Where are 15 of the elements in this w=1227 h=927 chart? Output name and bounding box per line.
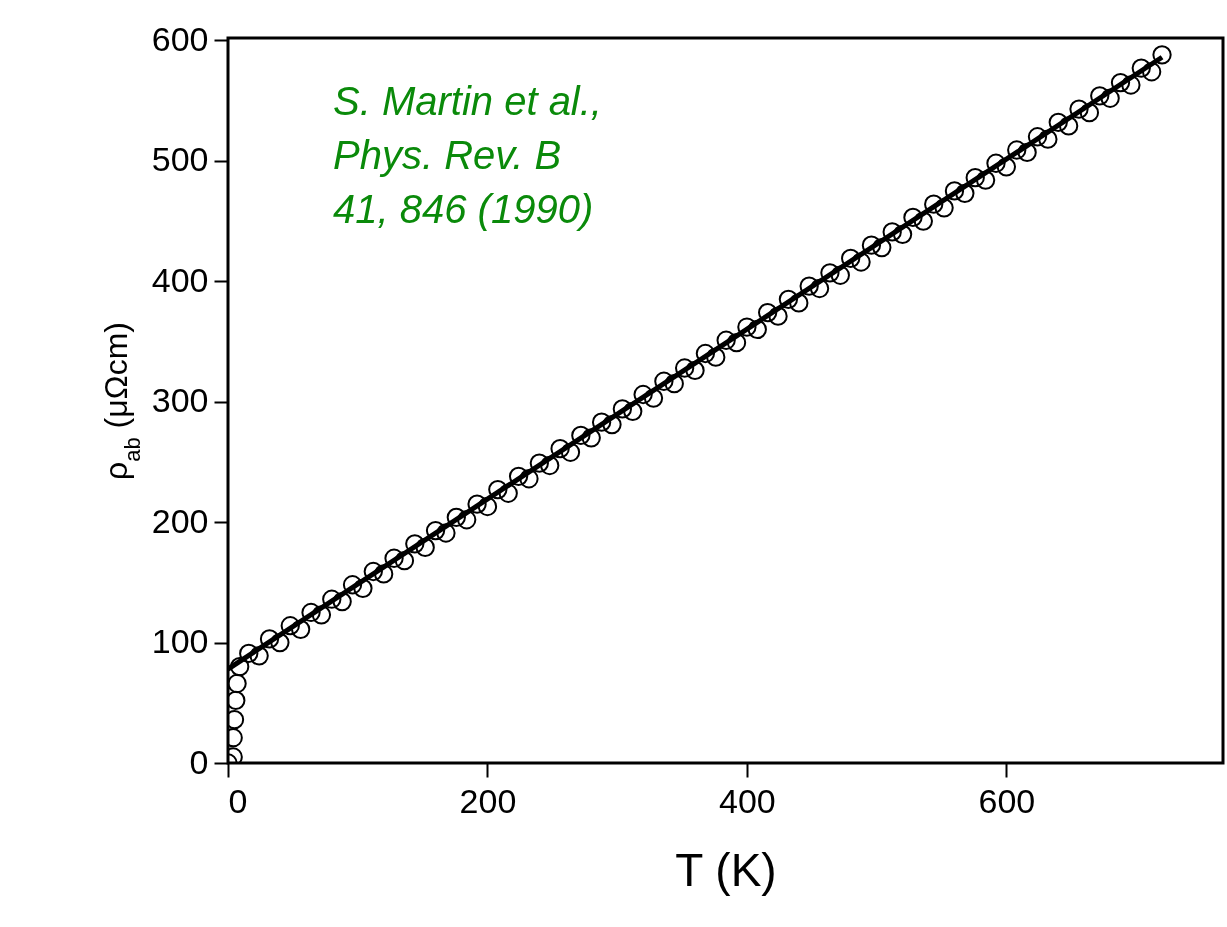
y-tick-label: 600: [151, 19, 209, 58]
y-tick-label: 300: [151, 381, 209, 420]
x-axis-title: T (K): [675, 843, 777, 896]
annotation: S. Martin et al.,: [333, 79, 602, 123]
x-tick-label: 0: [228, 781, 248, 820]
annotation: 41, 846 (1990): [333, 187, 594, 231]
annotation: Phys. Rev. B: [333, 133, 562, 177]
y-tick-label: 0: [189, 742, 209, 781]
x-tick-label: 600: [978, 781, 1036, 820]
x-tick-label: 400: [719, 781, 776, 820]
y-tick-label: 100: [151, 622, 209, 661]
x-tick-label: 200: [459, 781, 517, 820]
y-tick-label: 500: [151, 140, 209, 179]
y-tick-label: 200: [151, 501, 209, 540]
y-tick-label: 400: [151, 260, 209, 299]
